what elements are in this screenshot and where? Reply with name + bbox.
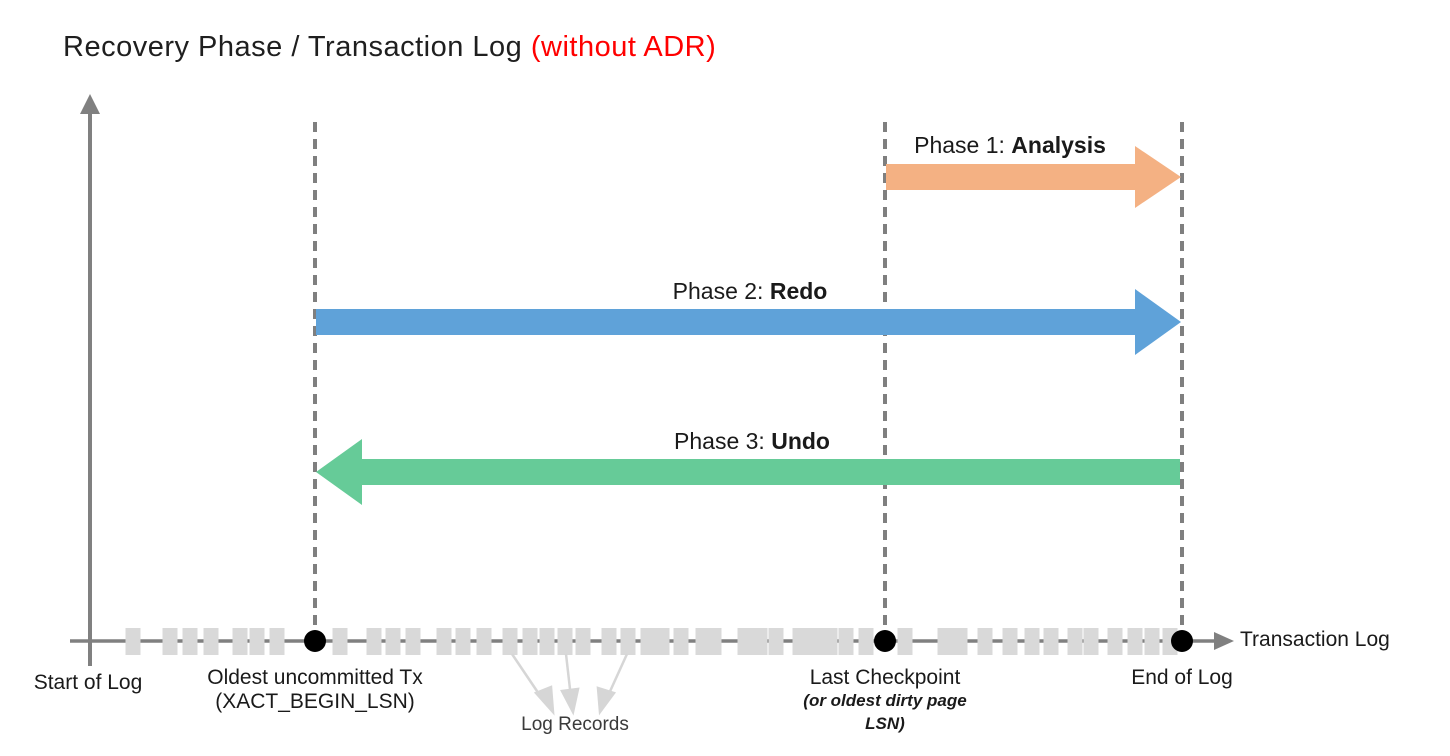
log-record-tick	[1083, 628, 1099, 655]
log-record-tick	[1144, 628, 1160, 655]
log-record-tick	[601, 628, 617, 655]
log-record-tick	[768, 628, 784, 655]
log-record-tick	[1127, 628, 1143, 655]
phase2-redo-arrow	[316, 289, 1181, 355]
phase3-undo-arrow	[316, 439, 1180, 505]
log-record-tick	[249, 628, 265, 655]
log-record-tick	[232, 628, 248, 655]
phase2-label: Phase 2: Redo	[673, 278, 828, 305]
phase3-label: Phase 3: Undo	[674, 428, 830, 455]
log-records-label: Log Records	[521, 714, 629, 735]
log-record-tick	[455, 628, 471, 655]
marker-oldest-tx: Oldest uncommitted Tx (XACT_BEGIN_LSN)	[207, 666, 423, 714]
log-record-tick	[125, 628, 141, 655]
log-record-tick	[332, 628, 348, 655]
log-record-tick	[858, 628, 874, 655]
log-record-tick	[182, 628, 198, 655]
log-record-tick	[575, 628, 591, 655]
log-record-tick	[654, 628, 670, 655]
log-record-tick	[1024, 628, 1040, 655]
log-record-tick	[897, 628, 913, 655]
marker-last-checkpoint-sublabel: (or oldest dirty page LSN)	[803, 691, 967, 733]
log-record-tick	[476, 628, 492, 655]
log-record-tick	[1067, 628, 1083, 655]
log-record-tick	[792, 628, 808, 655]
log-record-tick	[706, 628, 722, 655]
log-record-tick	[203, 628, 219, 655]
phase1-label-name: Analysis	[1011, 132, 1106, 158]
marker-last-checkpoint-label: Last Checkpoint	[809, 666, 961, 689]
log-record-tick	[937, 628, 953, 655]
log-records-callouts	[510, 653, 629, 716]
dot-last-checkpoint	[874, 630, 896, 652]
phase3-label-name: Undo	[771, 428, 830, 454]
phase3-label-prefix: Phase 3:	[674, 428, 772, 454]
marker-start-of-log: Start of Log	[33, 671, 143, 694]
log-record-tick	[640, 628, 656, 655]
log-record-tick	[539, 628, 555, 655]
dot-end-of-log	[1171, 630, 1193, 652]
log-record-tick	[269, 628, 285, 655]
title-main: Recovery Phase / Transaction Log	[63, 31, 531, 63]
x-axis-label: Transaction Log	[1240, 628, 1390, 651]
y-axis-arrowhead-icon	[80, 94, 100, 114]
log-record-tick	[1002, 628, 1018, 655]
marker-last-checkpoint: Last Checkpoint (or oldest dirty page LS…	[785, 666, 985, 736]
log-record-tick	[620, 628, 636, 655]
log-record-tick	[405, 628, 421, 655]
dot-oldest-tx	[304, 630, 326, 652]
marker-end-of-log: End of Log	[1131, 666, 1233, 689]
marker-oldest-tx-sublabel: (XACT_BEGIN_LSN)	[215, 690, 415, 713]
log-record-tick	[838, 628, 854, 655]
phase1-analysis-arrow	[886, 146, 1181, 208]
log-record-tick	[737, 628, 753, 655]
log-record-tick	[977, 628, 993, 655]
log-record-tick	[807, 628, 823, 655]
log-record-tick	[1107, 628, 1123, 655]
log-record-tick	[673, 628, 689, 655]
log-record-tick	[522, 628, 538, 655]
log-record-tick	[557, 628, 573, 655]
phase1-label-prefix: Phase 1:	[914, 132, 1012, 158]
log-record-tick	[952, 628, 968, 655]
log-record-tick	[502, 628, 518, 655]
log-record-tick	[1043, 628, 1059, 655]
x-axis-arrowhead-icon	[1214, 632, 1234, 650]
log-record-tick	[752, 628, 768, 655]
log-record-tick	[385, 628, 401, 655]
log-record-tick	[162, 628, 178, 655]
phase1-label: Phase 1: Analysis	[914, 132, 1106, 159]
phase2-label-prefix: Phase 2:	[672, 278, 770, 304]
marker-oldest-tx-label: Oldest uncommitted Tx	[207, 666, 423, 689]
log-record-tick	[366, 628, 382, 655]
log-record-tick	[436, 628, 452, 655]
log-records-group	[125, 628, 1178, 655]
page-title: Recovery Phase / Transaction Log (withou…	[63, 31, 716, 64]
log-record-tick	[822, 628, 838, 655]
phase2-label-name: Redo	[769, 278, 828, 304]
title-highlight: (without ADR)	[530, 31, 717, 63]
